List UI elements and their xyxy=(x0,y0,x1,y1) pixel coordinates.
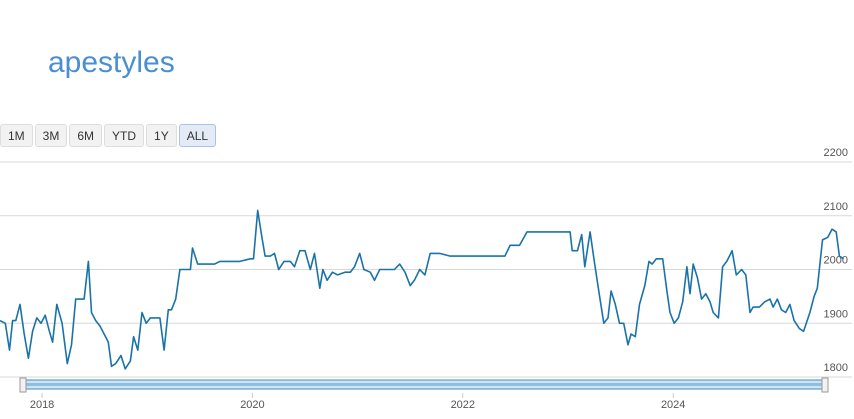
navigator-handle xyxy=(821,377,829,393)
range-selector: 1M 3M 6M YTD 1Y ALL xyxy=(0,124,217,147)
range-button[interactable]: 6M xyxy=(69,124,103,147)
scrollbar xyxy=(25,383,823,386)
range-button[interactable]: 3M xyxy=(34,124,68,147)
y-tick-label: 1800 xyxy=(824,362,848,374)
price-line xyxy=(0,209,845,370)
range-button[interactable]: YTD xyxy=(104,124,145,147)
x-tick-label: 2020 xyxy=(240,399,264,411)
y-tick-label: 2000 xyxy=(824,255,848,267)
x-tick-label: 2022 xyxy=(451,399,475,411)
x-tick-label: 2018 xyxy=(30,399,54,411)
chart-title: apestyles xyxy=(48,46,175,79)
navigator-handle xyxy=(19,377,27,393)
y-tick-label: 1900 xyxy=(824,308,848,320)
range-button[interactable]: ALL xyxy=(178,124,217,147)
x-tick-label: 2024 xyxy=(661,399,685,411)
range-button[interactable]: 1Y xyxy=(146,124,177,147)
y-tick-label: 2100 xyxy=(824,201,848,213)
range-button[interactable]: 1M xyxy=(0,124,33,147)
y-tick-label: 2200 xyxy=(824,147,848,159)
